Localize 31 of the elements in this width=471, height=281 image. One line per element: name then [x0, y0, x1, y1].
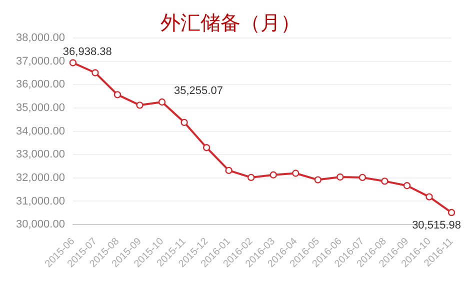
- data-label: 35,255.07: [174, 85, 223, 98]
- point: [314, 176, 322, 184]
- point: [358, 174, 366, 182]
- point: [403, 182, 411, 190]
- point: [336, 173, 344, 181]
- point: [270, 171, 277, 178]
- y-tick-label: 33,000.00: [16, 148, 65, 161]
- point: [114, 91, 122, 98]
- y-tick-label: 34,000.00: [16, 125, 65, 138]
- data-label: 30,515.98: [412, 220, 461, 232]
- point: [158, 98, 166, 106]
- point: [426, 193, 433, 200]
- point: [92, 69, 99, 76]
- chart-title: 外汇储备（月）: [160, 12, 300, 34]
- point: [180, 118, 188, 126]
- point: [225, 166, 232, 174]
- y-tick-label: 36,000.00: [16, 78, 65, 91]
- y-tick-label: 38,000.00: [16, 32, 65, 44]
- point: [381, 178, 388, 185]
- point: [448, 208, 456, 216]
- y-tick-label: 30,000.00: [16, 218, 65, 231]
- point: [136, 102, 144, 109]
- y-tick-label: 37,000.00: [16, 55, 65, 68]
- point: [247, 174, 255, 182]
- data-label: 36,938.38: [62, 46, 112, 58]
- point: [202, 144, 210, 152]
- y-tick-label: 32,000.00: [16, 172, 65, 184]
- point: [69, 59, 77, 66]
- point: [292, 170, 300, 177]
- y-tick-label: 35,000.00: [16, 102, 65, 114]
- y-tick-label: 31,000.00: [16, 195, 65, 208]
